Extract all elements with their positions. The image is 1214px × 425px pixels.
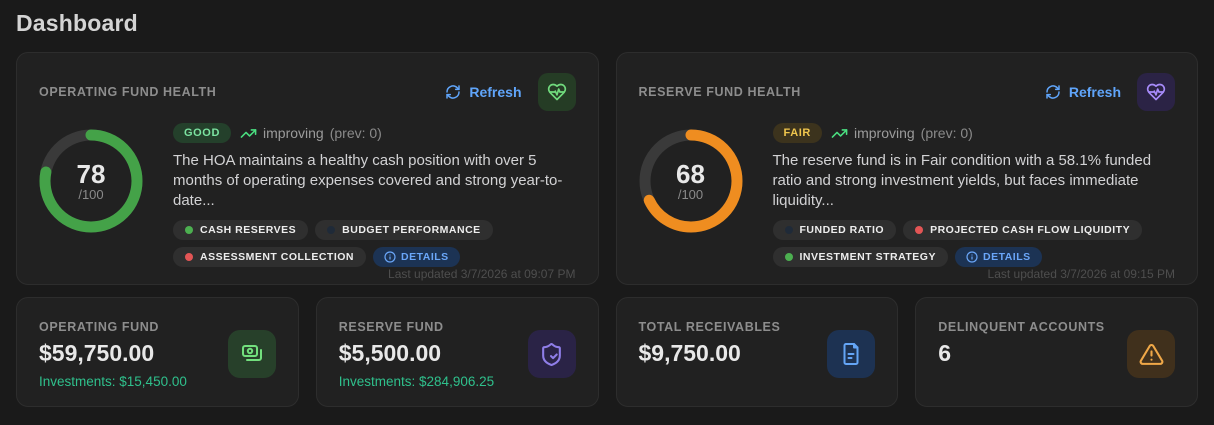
stat-value: $9,750.00 — [638, 340, 741, 366]
status-dot — [784, 252, 793, 261]
factor-chip-label: PROJECTED CASH FLOW LIQUIDITY — [930, 223, 1131, 236]
status-badge: FAIR — [772, 123, 822, 143]
health-score-gauge: 68 /100 — [639, 129, 743, 233]
refresh-label: Refresh — [469, 84, 522, 100]
delinquent-accounts-stat-card: DELINQUENT ACCOUNTS 6 — [915, 297, 1198, 407]
page-title: Dashboard — [16, 10, 138, 36]
heart-pulse-icon — [547, 82, 567, 102]
status-dot — [915, 225, 924, 234]
trend-label: improving — [853, 125, 915, 141]
info-icon — [966, 251, 978, 263]
last-updated-text: Last updated 3/7/2026 at 09:07 PM — [388, 266, 576, 281]
status-badge: GOOD — [173, 123, 232, 143]
health-summary-text: The reserve fund is in Fair condition wi… — [772, 152, 1152, 209]
card-title: RESERVE FUND HEALTH — [638, 85, 801, 99]
trending-up-icon — [831, 125, 848, 142]
factor-chip-label: BUDGET PERFORMANCE — [342, 223, 481, 236]
health-score-button[interactable] — [1137, 73, 1175, 111]
stat-investments: Investments: $15,450.00 — [39, 374, 187, 389]
invoice-icon — [827, 330, 876, 378]
factor-chip: ASSESSMENT COLLECTION — [173, 246, 367, 267]
reserve-fund-stat-card: RESERVE FUND $5,500.00 Investments: $284… — [315, 297, 599, 407]
refresh-icon — [1045, 84, 1061, 100]
refresh-button[interactable]: Refresh — [445, 84, 522, 100]
heart-pulse-icon — [1146, 82, 1166, 102]
score-value: 68 — [676, 158, 705, 189]
last-updated-text: Last updated 3/7/2026 at 09:15 PM — [987, 266, 1175, 281]
operating-fund-health-card: OPERATING FUND HEALTH Refresh — [16, 52, 599, 285]
stat-cards-row: OPERATING FUND $59,750.00 Investments: $… — [16, 297, 1198, 407]
factor-chip: PROJECTED CASH FLOW LIQUIDITY — [903, 219, 1143, 240]
stat-label: OPERATING FUND — [39, 320, 159, 334]
trending-up-icon — [240, 125, 257, 142]
details-button[interactable]: DETAILS — [373, 246, 460, 267]
gauge-progress — [639, 129, 742, 233]
stat-label: RESERVE FUND — [338, 320, 444, 334]
details-label: DETAILS — [401, 250, 449, 263]
factor-chip: INVESTMENT STRATEGY — [772, 246, 948, 267]
factor-chip-label: CASH RESERVES — [200, 223, 297, 236]
factor-chip-label: FUNDED RATIO — [799, 223, 885, 236]
status-dot — [784, 225, 793, 234]
status-dot — [185, 225, 193, 234]
refresh-label: Refresh — [1068, 84, 1121, 100]
stat-value: 6 — [938, 340, 952, 366]
info-icon — [384, 251, 396, 263]
total-receivables-stat-card: TOTAL RECEIVABLES $9,750.00 — [615, 297, 899, 407]
health-score-gauge: 78 /100 — [39, 129, 143, 233]
health-cards-row: OPERATING FUND HEALTH Refresh — [16, 52, 1198, 285]
card-title: OPERATING FUND HEALTH — [39, 85, 217, 99]
operating-fund-stat-card: OPERATING FUND $59,750.00 Investments: $… — [16, 297, 299, 407]
status-dot — [327, 225, 336, 234]
stat-value: $5,500.00 — [338, 340, 442, 366]
stat-investments: Investments: $284,906.25 — [338, 374, 495, 389]
factor-chip-label: ASSESSMENT COLLECTION — [200, 250, 355, 263]
warning-icon — [1127, 330, 1175, 378]
details-label: DETAILS — [982, 250, 1031, 263]
trend-previous: (prev: 0) — [329, 125, 382, 141]
details-button[interactable]: DETAILS — [954, 246, 1042, 267]
trend-previous: (prev: 0) — [920, 125, 973, 141]
factor-chip: FUNDED RATIO — [772, 219, 897, 240]
reserve-fund-health-card: RESERVE FUND HEALTH Refresh — [615, 52, 1198, 285]
stat-label: TOTAL RECEIVABLES — [638, 320, 781, 334]
gauge-progress — [39, 129, 143, 233]
score-denominator: /100 — [78, 186, 104, 202]
banknote-icon — [227, 330, 276, 378]
score-value: 78 — [76, 158, 106, 189]
health-summary-text: The HOA maintains a healthy cash positio… — [173, 152, 563, 209]
health-score-button[interactable] — [537, 73, 576, 111]
refresh-button[interactable]: Refresh — [1045, 84, 1121, 100]
shield-check-icon — [527, 330, 576, 378]
trend-label: improving — [263, 125, 324, 141]
score-denominator: /100 — [677, 186, 704, 202]
status-dot — [185, 252, 193, 261]
stat-label: DELINQUENT ACCOUNTS — [938, 320, 1105, 334]
factor-chip: CASH RESERVES — [173, 219, 309, 240]
stat-value: $59,750.00 — [39, 340, 155, 366]
factor-chip: BUDGET PERFORMANCE — [315, 219, 493, 240]
refresh-icon — [445, 84, 461, 100]
factor-chip-label: INVESTMENT STRATEGY — [799, 250, 936, 263]
